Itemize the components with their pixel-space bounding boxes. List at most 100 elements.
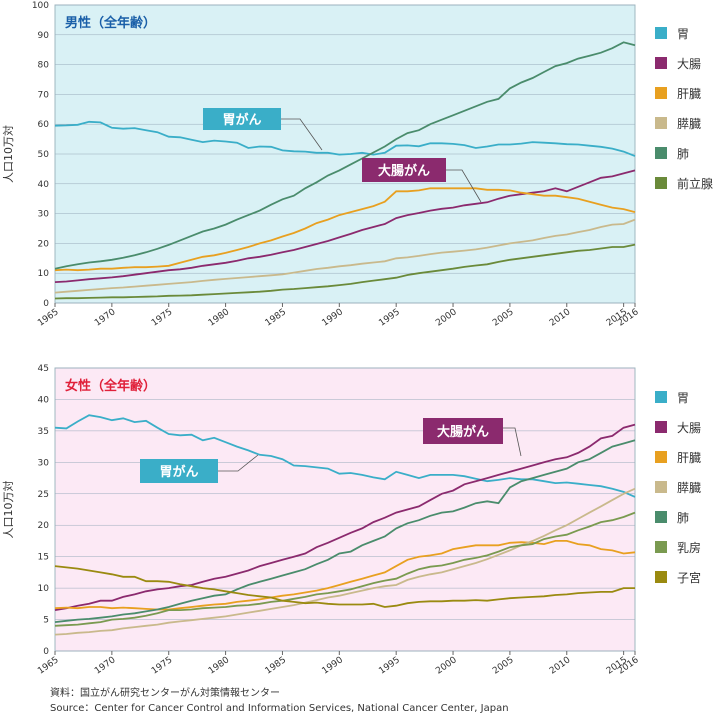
y-tick-label: 30 [38,210,50,220]
x-tick-label: 2000 [434,307,459,328]
leader-line [503,427,522,457]
legend-label: 胃 [677,391,689,405]
y-tick-label: 90 [38,31,50,41]
legend-label: 子宮 [677,570,701,585]
chart-title: 女性（全年齢） [65,378,156,394]
y-tick-label: 35 [38,427,49,437]
legend-swatch [655,511,667,523]
annotation-text: 大腸がん [437,424,489,440]
y-tick-label: 70 [38,90,50,100]
legend-swatch [655,27,667,39]
series-line [54,423,636,611]
y-tick-label: 50 [38,150,50,160]
y-tick-label: 20 [38,521,50,531]
leader-line [446,169,482,203]
source: 資料：国立がん研究センターがん対策情報センター [50,686,280,699]
y-axis-label: 人口10万対 [1,125,15,183]
y-tick-label: 10 [38,584,50,594]
x-tick-label: 2010 [548,307,573,328]
annotation-box [362,158,446,182]
x-tick-label: 2000 [434,655,459,676]
series-line [54,169,636,283]
legend-label: 肺 [677,147,689,161]
annotation-text: 大腸がん [378,163,430,179]
x-tick-label: 1970 [93,307,118,328]
y-tick-label: 40 [38,395,50,405]
y-tick-label: 60 [38,120,50,130]
x-tick-label: 1995 [377,307,401,328]
legend-swatch [655,177,667,189]
x-tick-label: 1965 [36,655,60,676]
legend-label: 大腸 [677,57,701,71]
y-tick-label: 100 [32,1,49,11]
annotation-box [203,108,281,130]
y-tick-label: 0 [43,647,49,657]
y-axis-label: 人口10万対 [1,481,15,539]
legend-label: 肝臓 [677,87,701,101]
y-tick-label: 10 [38,269,50,279]
legend-swatch [655,541,667,553]
y-tick-label: 30 [38,458,50,468]
series-line [54,41,636,270]
legend-swatch [655,481,667,493]
y-tick-label: 20 [38,239,50,249]
series-line [54,565,635,608]
x-tick-label: 1965 [36,307,60,328]
x-tick-label: 1975 [150,307,174,328]
leader-line [281,118,323,151]
y-tick-label: 5 [43,616,49,626]
series-line [54,187,636,272]
y-tick-label: 45 [38,364,49,374]
series-line [54,414,636,498]
x-tick-label: 1980 [207,655,232,676]
legend-swatch [655,57,667,69]
series-line [54,243,636,300]
legend-label: 膵臓 [677,481,701,495]
series-line [54,487,636,636]
annotation-text: 胃がん [159,464,198,480]
series-line [54,511,636,627]
y-tick-label: 25 [38,490,49,500]
legend-label: 肺 [677,511,689,525]
series-line [54,540,636,611]
legend-label: 肝臓 [677,451,701,465]
legend-swatch [655,117,667,129]
annotation-box [140,459,218,483]
x-tick-label: 1990 [321,307,346,328]
legend-swatch [655,451,667,463]
annotation-box [423,418,503,444]
x-tick-label: 1985 [264,655,288,676]
legend-swatch [655,421,667,433]
legend-swatch [655,147,667,159]
x-tick-label: 1995 [377,655,401,676]
x-tick-label: 1975 [150,655,174,676]
x-tick-label: 1980 [207,307,232,328]
series-line [54,120,636,157]
legend-swatch [655,391,667,403]
x-tick-label: 1985 [264,307,288,328]
x-tick-label: 2005 [491,307,515,328]
annotation-text: 胃がん [222,112,261,128]
series-line [54,439,636,623]
x-tick-label: 1970 [93,655,118,676]
series-line [54,218,636,294]
y-tick-label: 0 [43,299,49,309]
y-tick-label: 80 [38,61,50,71]
y-tick-label: 15 [38,553,49,563]
legend-label: 乳房 [677,540,701,555]
legend-swatch [655,571,667,583]
source: Source：Center for Cancer Control and Inf… [50,703,509,714]
leader-line [218,454,259,472]
chart-title: 男性（全年齢） [65,15,156,31]
legend-label: 大腸 [677,421,701,435]
legend-label: 胃 [677,27,689,41]
legend-swatch [655,87,667,99]
x-tick-label: 2010 [548,655,573,676]
x-tick-label: 2005 [491,655,515,676]
legend-label: 膵臓 [677,117,701,131]
y-tick-label: 40 [38,180,50,190]
x-tick-label: 1990 [321,655,346,676]
legend-label: 前立腺 [677,176,713,191]
